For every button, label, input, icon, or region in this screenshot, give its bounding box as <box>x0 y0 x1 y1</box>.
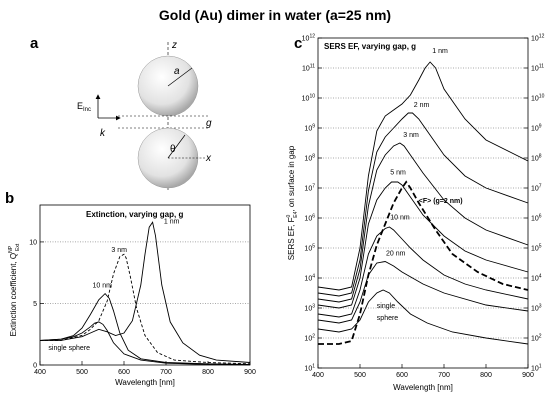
panel-b-label-single-sphere: single sphere <box>48 345 90 352</box>
panel-c-ytick-label-left: 1010 <box>302 94 316 103</box>
panel-c-xtick-label: 600 <box>396 372 408 379</box>
theta-line <box>167 134 186 159</box>
panel-c-ytick-label-left: 108 <box>304 154 315 163</box>
panel-c-ytick-label-right: 1011 <box>531 64 544 73</box>
panel-c-series-5-nm <box>317 181 529 309</box>
panel-c-letter: c <box>294 35 302 52</box>
gap-label: g <box>206 118 212 129</box>
panel-c-ytick-label-left: 101 <box>304 364 315 373</box>
panel-b-ytick-label: 0 <box>33 363 37 370</box>
panel-b-ytick-label: 5 <box>33 301 37 308</box>
x-axis-label: x <box>205 153 212 164</box>
panel-b-label-3-nm: 3 nm <box>111 247 127 254</box>
panel-a-letter: a <box>30 35 39 52</box>
panel-c-ytick-label-right: 102 <box>531 334 542 343</box>
panel-b-xtick-label: 500 <box>76 369 88 376</box>
panel-b-xlabel: Wavelength [nm] <box>115 378 175 387</box>
panel-c-ytick-label-right: 1010 <box>531 94 545 103</box>
panel-c-label-3-nm: 3 nm <box>403 132 419 139</box>
panel-c-ytick-label-right: 103 <box>531 304 542 313</box>
k-label: k <box>100 128 106 139</box>
panel-c-ytick-label-right: 104 <box>531 274 542 283</box>
panel-b-label-1-nm: 1 nm <box>164 218 180 225</box>
panel-c-ytick-label-right: 109 <box>531 124 542 133</box>
panel-c-series-single-sphere <box>317 289 529 345</box>
panel-c-ytick-label-left: 1011 <box>302 64 315 73</box>
panel-c-xtick-label: 700 <box>438 372 450 379</box>
panel-b-title: Extinction, varying gap, g <box>86 210 183 219</box>
panel-c-ylabel: SERS EF, F0E4, on surface in gap <box>286 145 299 260</box>
panel-c-label-5-nm: 5 nm <box>390 170 406 177</box>
panel-c-label-10-nm: 10 nm <box>390 215 410 222</box>
panel-a: a z a g θ x EInc k <box>30 35 212 190</box>
radius-line <box>167 67 193 87</box>
panel-c-xtick-label: 900 <box>522 372 534 379</box>
panel-b-label-10-nm: 10 nm <box>93 282 113 289</box>
panel-b-series <box>39 221 251 366</box>
panel-c-xtick-label: 400 <box>312 372 324 379</box>
panel-c-xtick-label: 500 <box>354 372 366 379</box>
panel-b-frame <box>39 204 251 366</box>
panel-c-ytick-label-left: 104 <box>304 274 315 283</box>
panel-c-ytick-label-left: 102 <box>304 334 315 343</box>
panel-c-label-single: single <box>377 303 395 310</box>
panel-c-label-2-nm: 2 nm <box>414 102 430 109</box>
panel-c-ytick-label-right: 1012 <box>531 34 545 43</box>
panel-c-title: SERS EF, varying gap, g <box>324 42 416 51</box>
panel-c-ytick-label-left: 107 <box>304 184 315 193</box>
panel-c-ytick-label-right: 101 <box>531 364 542 373</box>
panel-b-grid <box>40 241 250 304</box>
panel-c-ytick-label-right: 106 <box>531 214 542 223</box>
panel-c-ytick-label-right: 105 <box>531 244 542 253</box>
panel-c-ytick-label-left: 103 <box>304 304 315 313</box>
panel-c-ticks: 101 101 102 102 103 103 104 104 105 105 106 106 107 1… <box>302 34 545 380</box>
panel-c-ytick-label-left: 105 <box>304 244 315 253</box>
panel-c-ytick-label-left: 1012 <box>302 34 316 43</box>
panel-c-series-20-nm <box>317 261 529 324</box>
panel-b-series-single-sphere <box>39 321 251 366</box>
panel-c-series-1-nm <box>317 61 529 291</box>
e-inc-label: EInc <box>77 101 91 113</box>
panel-c-label-20-nm: 20 nm <box>386 251 406 258</box>
panel-b-series-10-nm <box>39 292 251 365</box>
panel-c-xlabel: Wavelength [nm] <box>393 383 453 392</box>
panel-b-curve-labels: 1 nm 3 nm 10 nm single sphere <box>48 218 179 352</box>
figure-title: Gold (Au) dimer in water (a=25 nm) <box>159 7 391 23</box>
panel-b-ytick-label: 10 <box>29 239 37 246</box>
z-axis-label: z <box>171 40 177 51</box>
radius-label: a <box>174 66 180 77</box>
panel-c-label-f-g-2-nm: <F> (g=2 nm) <box>419 198 463 205</box>
panel-c-series-2-nm <box>317 112 529 297</box>
panel-c-ytick-label-right: 107 <box>531 184 542 193</box>
panel-c-series-3-nm <box>317 142 529 303</box>
panel-b-xtick-label: 800 <box>202 369 214 376</box>
panel-c-ytick-label-left: 109 <box>304 124 315 133</box>
panel-c-label-sphere: sphere <box>377 315 399 322</box>
panel-b-series-1-nm <box>40 221 251 363</box>
panel-b-xtick-label: 700 <box>160 369 172 376</box>
panel-c-label-1-nm: 1 nm <box>432 48 448 55</box>
panel-b-series-3-nm <box>40 253 251 365</box>
panel-b: b 0 5 10 400 500 600 700 800 900 1 nm 3 nm 10 nm si… <box>5 190 256 387</box>
panel-b-xtick-label: 600 <box>118 369 130 376</box>
theta-label: θ <box>170 144 176 155</box>
panel-b-ylabel: Extinction coefficient, QNPExt <box>8 243 21 336</box>
panel-c-series <box>317 61 529 345</box>
panel-c-curve-labels: 1 nm 2 nm 3 nm 5 nm 10 nm 20 nm single sphere <F… <box>377 48 463 322</box>
panel-c-ytick-label-right: 108 <box>531 154 542 163</box>
panel-c-grid <box>318 67 528 339</box>
panel-c-ytick-label-left: 106 <box>304 214 315 223</box>
panel-c-series-10-nm <box>317 226 529 318</box>
panel-b-xtick-label: 400 <box>34 369 46 376</box>
panel-b-ticks: 0 5 10 400 500 600 700 800 900 <box>29 239 256 376</box>
panel-c-xtick-label: 800 <box>480 372 492 379</box>
panel-c-series-f-g-2-nm <box>318 180 529 345</box>
panel-b-letter: b <box>5 190 14 207</box>
panel-b-xtick-label: 900 <box>244 369 256 376</box>
